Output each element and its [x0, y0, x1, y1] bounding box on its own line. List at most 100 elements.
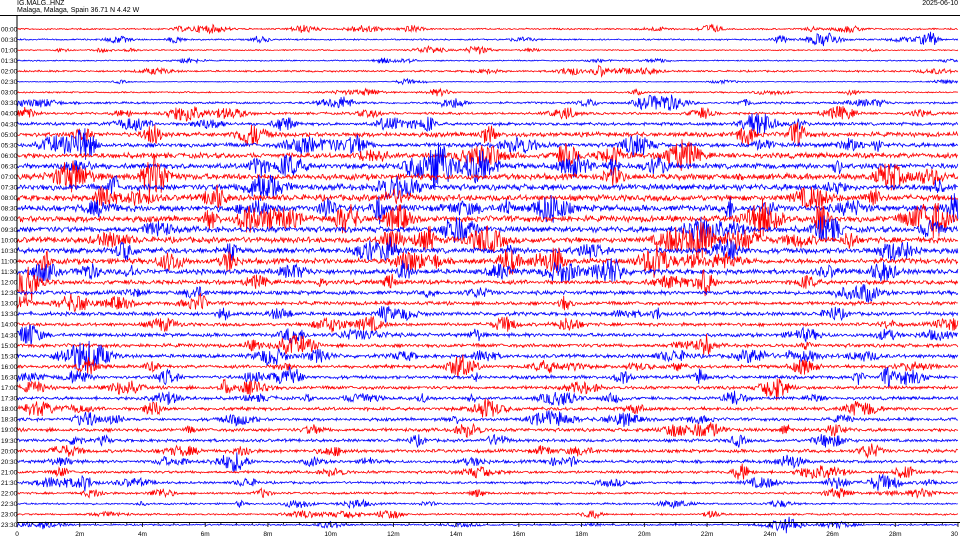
trace-0330 — [16, 94, 959, 111]
trace-0830 — [16, 193, 959, 225]
trace-1800 — [16, 398, 958, 418]
station-location: Malaga, Malaga, Spain 36.71 N 4.42 W — [17, 7, 140, 14]
trace-1330 — [16, 306, 959, 324]
row-label: 00:00 — [1, 26, 18, 33]
row-label: 18:00 — [1, 406, 18, 413]
trace-0030 — [16, 31, 959, 47]
record-date: 2025-06-10 — [922, 0, 958, 7]
trace-1100 — [16, 241, 959, 278]
row-label: 07:30 — [1, 185, 18, 192]
trace-0630 — [16, 142, 959, 191]
row-label: 08:30 — [1, 206, 18, 213]
trace-0130 — [16, 56, 959, 65]
row-label: 17:30 — [1, 396, 18, 403]
header: IG.MALG..HNZ Malaga, Malaga, Spain 36.71… — [0, 0, 960, 16]
row-label: 15:30 — [1, 353, 18, 360]
row-label: 11:30 — [1, 269, 17, 276]
trace-1200 — [16, 266, 959, 301]
trace-1030 — [16, 236, 959, 262]
x-tick-label: 26m — [826, 531, 839, 538]
trace-0430 — [16, 113, 959, 136]
row-label: 13:30 — [1, 311, 18, 318]
trace-1700 — [16, 378, 959, 401]
row-label: 06:00 — [1, 153, 18, 160]
trace-0800 — [16, 184, 959, 210]
trace-1530 — [16, 340, 959, 371]
row-label: 14:30 — [1, 332, 18, 339]
x-tick-label: 12m — [387, 531, 400, 538]
row-label: 21:30 — [1, 480, 18, 487]
trace-0200 — [16, 64, 959, 78]
trace-0100 — [17, 44, 959, 55]
trace-1830 — [16, 410, 959, 427]
row-label: 23:00 — [1, 512, 18, 519]
trace-1630 — [16, 365, 958, 388]
trace-0700 — [16, 154, 959, 195]
x-tick-label: 16m — [513, 531, 526, 538]
trace-0530 — [16, 128, 959, 160]
trace-0730 — [16, 174, 959, 202]
trace-1730 — [16, 390, 959, 406]
row-label: 22:30 — [1, 501, 18, 508]
trace-2130 — [16, 474, 958, 492]
row-label: 12:30 — [1, 290, 18, 297]
row-label: 00:30 — [1, 37, 18, 44]
trace-1900 — [16, 422, 959, 439]
x-tick-label: 2m — [75, 531, 84, 538]
trace-1930 — [16, 433, 959, 449]
x-tick-label: 30 — [951, 531, 959, 538]
trace-1600 — [16, 354, 959, 378]
row-label: 03:00 — [1, 90, 18, 97]
row-label: 20:00 — [1, 448, 18, 455]
row-label: 13:00 — [1, 301, 18, 308]
trace-1230 — [16, 284, 959, 303]
row-label: 02:00 — [1, 69, 18, 76]
x-tick-label: 18m — [575, 531, 588, 538]
trace-0900 — [16, 200, 959, 239]
row-label: 08:00 — [1, 195, 18, 202]
x-tick-label: 20m — [638, 531, 651, 538]
row-label: 22:00 — [1, 491, 18, 498]
x-tick-label: 24m — [763, 531, 776, 538]
x-tick-label: 0 — [15, 531, 19, 538]
trace-1500 — [16, 333, 959, 355]
x-tick-label: 22m — [701, 531, 714, 538]
trace-group — [16, 23, 959, 534]
row-label: 14:00 — [1, 322, 18, 329]
row-label-group: 00:00 00:30 01:00 01:30 02:00 02:30 03:00 03:30… — [1, 26, 18, 529]
trace-0400 — [16, 105, 959, 122]
trace-1000 — [16, 221, 959, 258]
row-label: 16:00 — [1, 364, 18, 371]
trace-0230 — [16, 77, 959, 86]
row-label: 19:30 — [1, 438, 18, 445]
row-label: 03:30 — [1, 100, 18, 107]
x-tick-label: 6m — [201, 531, 210, 538]
trace-1300 — [16, 292, 958, 312]
row-label: 02:30 — [1, 79, 18, 86]
x-tick-label: 10m — [324, 531, 337, 538]
row-label: 10:00 — [1, 237, 18, 244]
row-label: 07:00 — [1, 174, 18, 181]
trace-2100 — [16, 463, 959, 480]
trace-2300 — [16, 509, 959, 520]
row-label: 10:30 — [1, 248, 18, 255]
trace-2000 — [16, 443, 959, 459]
row-label: 18:30 — [1, 417, 18, 424]
row-label: 05:00 — [1, 132, 18, 139]
row-label: 23:30 — [1, 522, 18, 529]
row-label: 04:00 — [1, 111, 18, 118]
station-code: IG.MALG..HNZ — [17, 0, 65, 7]
row-label: 17:00 — [1, 385, 18, 392]
x-tick-label: 8m — [263, 531, 272, 538]
trace-2030 — [16, 452, 958, 472]
trace-0300 — [16, 87, 959, 98]
trace-2330 — [16, 516, 959, 534]
trace-2230 — [16, 498, 958, 510]
row-label: 12:00 — [1, 280, 18, 287]
row-label: 21:00 — [1, 469, 18, 476]
trace-1400 — [16, 315, 959, 333]
row-label: 04:30 — [1, 121, 18, 128]
row-label: 01:30 — [1, 58, 18, 65]
row-label: 01:00 — [1, 47, 18, 54]
